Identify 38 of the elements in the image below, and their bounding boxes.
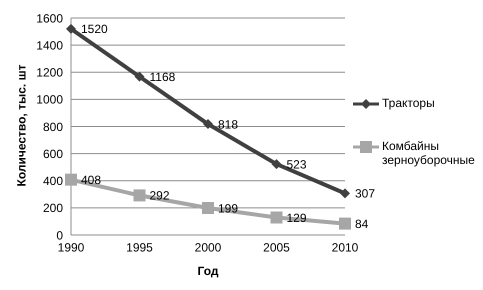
data-label: 1168 [150, 70, 176, 84]
data-label: 292 [150, 188, 170, 203]
data-label: 84 [355, 216, 369, 231]
x-tick-label: 2000 [194, 240, 222, 255]
point [339, 218, 351, 230]
point [270, 212, 282, 224]
point [202, 202, 214, 214]
point [66, 24, 76, 34]
y-tick-label: 1400 [36, 38, 64, 52]
x-tick-label: 1990 [58, 240, 85, 255]
point [272, 159, 282, 170]
data-label: 129 [286, 210, 307, 225]
x-tick-label: 2005 [263, 240, 290, 255]
data-label: 199 [218, 201, 238, 216]
x-axis-title: Год [198, 264, 219, 278]
legend-label: Комбайны зерноуборочные [382, 138, 475, 166]
y-tick-label: 1000 [36, 92, 64, 107]
y-tick-label: 0 [56, 228, 64, 242]
y-tick-label: 600 [42, 146, 64, 161]
y-axis-title: Количество, тыс. шт [14, 64, 28, 186]
x-tick-label: 2010 [332, 240, 359, 255]
legend-label: Тракторы [382, 96, 435, 110]
data-label: 523 [286, 157, 307, 172]
y-tick-label: 1600 [36, 11, 64, 26]
data-label: 307 [355, 186, 376, 201]
data-label: 1520 [81, 22, 108, 36]
point [203, 119, 213, 130]
y-tick-label: 1200 [36, 66, 64, 80]
y-tick-label: 200 [42, 201, 64, 216]
y-tick-label: 800 [42, 120, 64, 134]
x-tick-label: 1995 [126, 240, 154, 255]
point [134, 189, 146, 202]
point [65, 174, 77, 186]
point [340, 188, 350, 198]
point [134, 72, 144, 82]
data-label: 408 [81, 172, 102, 187]
data-label: 818 [218, 117, 238, 132]
y-tick-label: 400 [42, 174, 64, 188]
